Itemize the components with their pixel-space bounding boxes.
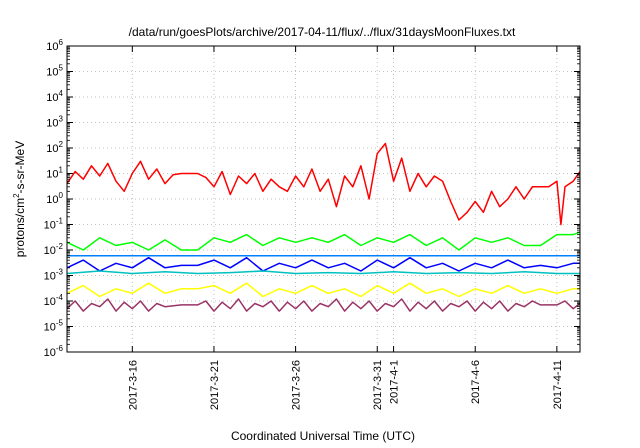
x-tick-label: 2017-3-31	[372, 360, 384, 410]
y-tick-base: 10	[44, 322, 56, 334]
x-tick-label: 2017-4-1	[389, 360, 401, 404]
y-tick-label: 10-1	[44, 217, 64, 232]
y-tick-label: 100	[46, 191, 63, 206]
y-tick-label: 106	[46, 38, 63, 53]
grid	[67, 46, 580, 352]
y-tick-labels: 10-610-510-410-310-210-11001011021031041…	[44, 38, 64, 359]
y-tick-exp: 5	[59, 64, 64, 73]
y-tick-base: 10	[46, 118, 58, 130]
y-axis-label-suffix: -s-sr-MeV	[13, 141, 27, 194]
y-axis-label-sup: 2	[12, 193, 21, 198]
series-line-7	[66, 298, 581, 312]
y-tick-exp: -2	[56, 242, 64, 251]
series-line-1	[66, 142, 581, 226]
y-tick-base: 10	[46, 143, 58, 155]
y-tick-label: 105	[46, 64, 63, 79]
y-tick-exp: 6	[59, 38, 64, 47]
y-tick-base: 10	[46, 169, 58, 181]
x-tick-label: 2017-4-6	[470, 360, 482, 404]
y-tick-base: 10	[46, 41, 58, 53]
y-tick-label: 10-4	[44, 293, 64, 308]
y-tick-exp: 0	[59, 191, 64, 200]
x-axis-label: Coordinated Universal Time (UTC)	[231, 429, 415, 443]
y-tick-exp: 4	[59, 89, 64, 98]
y-tick-label: 103	[46, 115, 63, 130]
y-tick-exp: -1	[56, 217, 64, 226]
y-tick-exp: -4	[56, 293, 64, 302]
y-tick-exp: -3	[56, 268, 64, 277]
y-tick-label: 10-6	[44, 344, 64, 359]
y-tick-label: 101	[46, 166, 63, 181]
series-line-6	[66, 282, 580, 298]
ticks	[67, 45, 580, 353]
x-tick-labels: 2017-3-16 2017-3-21 2017-3-26 2017-3-31 2017…	[127, 360, 564, 410]
series-line-5	[66, 270, 580, 275]
y-axis-label: protons/cm2-s-sr-MeV	[12, 141, 27, 257]
y-tick-base: 10	[46, 92, 58, 104]
y-tick-exp: -6	[56, 344, 64, 353]
y-tick-base: 10	[46, 67, 58, 79]
y-tick-label: 10-5	[44, 319, 64, 334]
y-tick-base: 10	[46, 194, 58, 206]
series-line-3	[66, 256, 580, 272]
y-tick-base: 10	[44, 347, 56, 359]
y-tick-label: 10-3	[44, 268, 64, 283]
y-tick-exp: 1	[59, 166, 64, 175]
y-tick-base: 10	[44, 220, 56, 232]
x-tick-label: 2017-3-16	[127, 360, 139, 410]
y-tick-label: 102	[46, 140, 63, 155]
y-tick-exp: 3	[59, 115, 64, 124]
y-tick-exp: -5	[56, 319, 64, 328]
x-tick-label: 2017-3-21	[209, 360, 221, 410]
y-tick-label: 104	[46, 89, 63, 104]
x-tick-label: 2017-3-26	[291, 360, 303, 410]
y-axis-label-prefix: protons/cm	[13, 198, 27, 257]
y-tick-base: 10	[44, 245, 56, 257]
y-tick-label: 10-2	[44, 242, 64, 257]
chart-title: /data/run/goesPlots/archive/2017-04-11/f…	[129, 25, 516, 39]
x-tick-label: 2017-4-11	[552, 360, 564, 409]
y-tick-base: 10	[44, 296, 56, 308]
series-line-2	[66, 231, 581, 251]
series-layer	[66, 142, 581, 312]
y-tick-exp: 2	[59, 140, 64, 149]
y-tick-base: 10	[44, 271, 56, 283]
